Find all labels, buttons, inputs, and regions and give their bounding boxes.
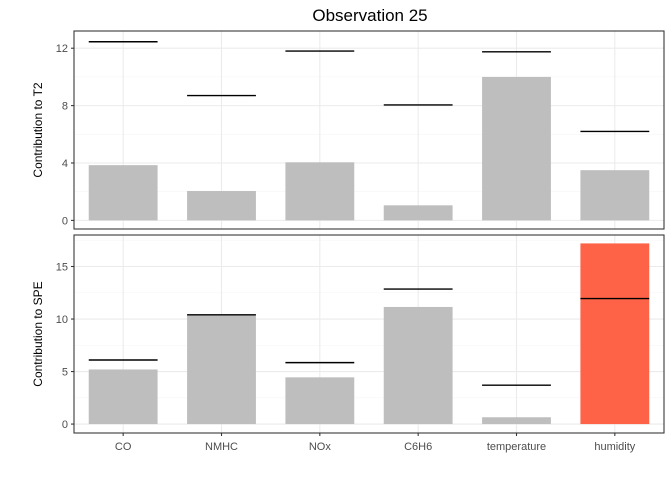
bar-CO [88,165,158,221]
x-tick-label: NOx [309,441,332,453]
x-tick-label: temperature [487,441,546,453]
y-tick-label: 8 [62,101,68,113]
panel-2: 0 5 10 15 Contribution to SPE [31,234,665,434]
bar-humidity [580,170,650,221]
bar-CO [88,369,158,425]
y-tick-label: 0 [62,215,68,227]
bar-temperature [482,417,551,425]
y-tick-label: 5 [62,367,68,379]
panel-background [74,235,664,433]
y-axis-label: Contribution to SPE [31,281,45,386]
bar-C6H6 [383,205,453,221]
x-tick-label: humidity [594,441,635,453]
chart-title: Observation 25 [312,6,427,25]
bar-humidity [580,243,650,425]
y-tick-label: 12 [56,43,68,55]
x-tick-label: CO [115,441,132,453]
bar-NOx [285,162,355,221]
bar-C6H6 [383,306,453,425]
y-tick-label: 0 [62,419,68,431]
bar-NMHC [187,190,256,221]
panel-1: 0 4 8 12 Contribution to T2 [31,30,665,230]
panel-border [73,30,665,230]
y-tick-label: 15 [56,262,68,274]
x-tick-label: NMHC [205,441,238,453]
bar-NMHC [187,315,256,425]
y-tick-label: 10 [56,314,68,326]
x-axis: CO NMHC NOx C6H6 temperature humidity [115,433,636,453]
y-axis-label: Contribution to T2 [31,82,45,177]
x-tick-label: C6H6 [404,441,432,453]
bar-NOx [285,377,355,425]
panel-background [74,31,664,229]
bar-temperature [482,76,551,221]
y-tick-label: 4 [62,158,68,170]
chart-panels: 0 4 8 12 Contribution to T2 0 5 10 15 Contributio… [31,30,665,434]
panel-border [73,234,665,434]
